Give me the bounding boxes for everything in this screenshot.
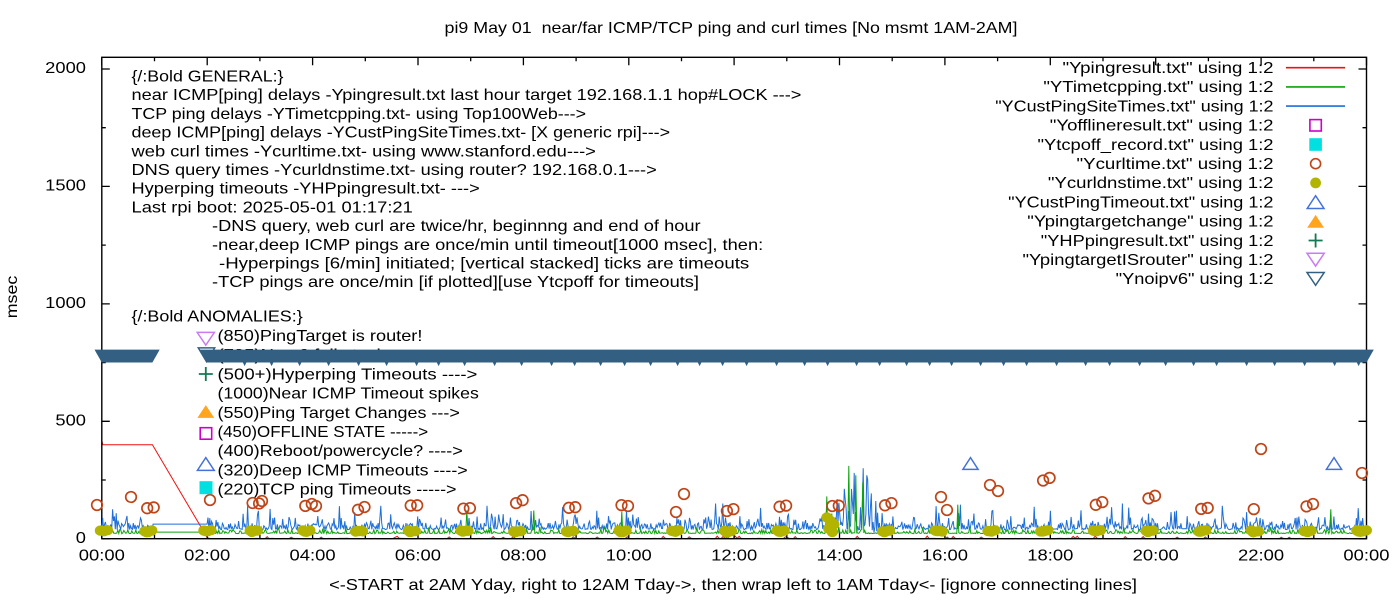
svg-text:(850)PingTarget is router!: (850)PingTarget is router! <box>218 328 423 345</box>
svg-text:(220)TCP ping Timeouts ----->: (220)TCP ping Timeouts -----> <box>218 482 457 499</box>
svg-text:22:00: 22:00 <box>1238 548 1284 565</box>
svg-text:"Ytcpoff_record.txt" using 1:2: "Ytcpoff_record.txt" using 1:2 <box>1038 137 1274 154</box>
svg-text:10:00: 10:00 <box>606 548 652 565</box>
svg-text:(400)Reboot/powercycle? ---->: (400)Reboot/powercycle? ----> <box>218 443 463 460</box>
svg-text:"YHPpingresult.txt" using 1:2: "YHPpingresult.txt" using 1:2 <box>1041 233 1274 250</box>
svg-text:(550)Ping Target Changes --->: (550)Ping Target Changes ---> <box>218 405 460 422</box>
svg-text:deep ICMP[ping] delays -YCustP: deep ICMP[ping] delays -YCustPingSiteTim… <box>132 125 671 142</box>
svg-text:<-START at 2AM Yday, right to: <-START at 2AM Yday, right to 12AM Tday-… <box>329 577 1137 594</box>
svg-text:near ICMP[ping] delays -Ypingr: near ICMP[ping] delays -Ypingresult.txt … <box>132 87 802 104</box>
svg-text:02:00: 02:00 <box>184 548 230 565</box>
svg-text:-near,deep ICMP pings are once: -near,deep ICMP pings are once/min until… <box>212 237 763 254</box>
svg-text:"YCustPingSiteTimes.txt" using: "YCustPingSiteTimes.txt" using 1:2 <box>995 98 1273 115</box>
svg-text:"Yofflineresult.txt" using 1:2: "Yofflineresult.txt" using 1:2 <box>1050 118 1274 135</box>
svg-text:{/:Bold GENERAL:}: {/:Bold GENERAL:} <box>132 69 285 86</box>
svg-text:16:00: 16:00 <box>922 548 968 565</box>
svg-text:(1000)Near ICMP Timeout spikes: (1000)Near ICMP Timeout spikes <box>218 386 479 403</box>
svg-text:1500: 1500 <box>45 178 86 195</box>
svg-text:20:00: 20:00 <box>1133 548 1179 565</box>
svg-text:00:00: 00:00 <box>1343 548 1389 565</box>
svg-text:12:00: 12:00 <box>711 548 757 565</box>
svg-text:06:00: 06:00 <box>395 548 441 565</box>
svg-text:(450)OFFLINE STATE ----->: (450)OFFLINE STATE -----> <box>218 424 429 441</box>
svg-text:"Ynoipv6" using 1:2: "Ynoipv6" using 1:2 <box>1116 271 1274 288</box>
svg-text:-DNS query, web curl are twice: -DNS query, web curl are twice/hr, begin… <box>212 218 701 235</box>
svg-text:(500+)Hyperping Timeouts ---->: (500+)Hyperping Timeouts ----> <box>218 366 478 383</box>
svg-text:00:00: 00:00 <box>79 548 125 565</box>
svg-text:2000: 2000 <box>45 60 86 77</box>
svg-text:1000: 1000 <box>45 295 86 312</box>
svg-text:"Ycurltime.txt" using 1:2: "Ycurltime.txt" using 1:2 <box>1077 156 1274 173</box>
svg-text:"YpingtargetISrouter" using 1:: "YpingtargetISrouter" using 1:2 <box>1023 252 1274 269</box>
svg-text:"YTimetcpping.txt" using 1:2: "YTimetcpping.txt" using 1:2 <box>1043 79 1273 96</box>
svg-text:web curl times -Ycurltime.txt-: web curl times -Ycurltime.txt- using www… <box>130 143 596 160</box>
svg-text:TCP ping delays -YTimetcpping.: TCP ping delays -YTimetcpping.txt- using… <box>132 106 587 123</box>
svg-text:DNS query times -Ycurldnstime.: DNS query times -Ycurldnstime.txt- using… <box>132 162 657 179</box>
svg-text:Hyperping timeouts -YHPpingres: Hyperping timeouts -YHPpingresult.txt- -… <box>132 181 480 198</box>
svg-text:{/:Bold ANOMALIES:}: {/:Bold ANOMALIES:} <box>132 308 304 325</box>
svg-text:"Ypingresult.txt" using 1:2: "Ypingresult.txt" using 1:2 <box>1063 60 1274 77</box>
svg-text:-TCP pings are once/min [if pl: -TCP pings are once/min [if plotted][use… <box>212 274 699 291</box>
svg-text:0: 0 <box>76 530 86 547</box>
svg-text:500: 500 <box>55 412 86 429</box>
svg-text:(320)Deep ICMP Timeouts ---->: (320)Deep ICMP Timeouts ----> <box>218 462 468 479</box>
svg-text:-Hyperpings [6/min] initiated;: -Hyperpings [6/min] initiated; [vertical… <box>219 256 749 273</box>
svg-text:"Ycurldnstime.txt" using 1:2: "Ycurldnstime.txt" using 1:2 <box>1048 175 1274 192</box>
svg-text:"YCustPingTimeout.txt" using 1: "YCustPingTimeout.txt" using 1:2 <box>1008 194 1273 211</box>
svg-text:14:00: 14:00 <box>816 548 862 565</box>
svg-text:pi9 May 01 near/far ICMP/TCP: pi9 May 01 near/far ICMP/TCP ping and cu… <box>445 20 1018 37</box>
svg-text:04:00: 04:00 <box>290 548 336 565</box>
svg-text:18:00: 18:00 <box>1027 548 1073 565</box>
svg-text:08:00: 08:00 <box>500 548 546 565</box>
svg-text:msec: msec <box>4 276 21 319</box>
svg-text:Last rpi boot: 2025-05-01 01:1: Last rpi boot: 2025-05-01 01:17:21 <box>132 199 413 216</box>
svg-text:"Ypingtargetchange" using 1:2: "Ypingtargetchange" using 1:2 <box>1027 214 1273 231</box>
